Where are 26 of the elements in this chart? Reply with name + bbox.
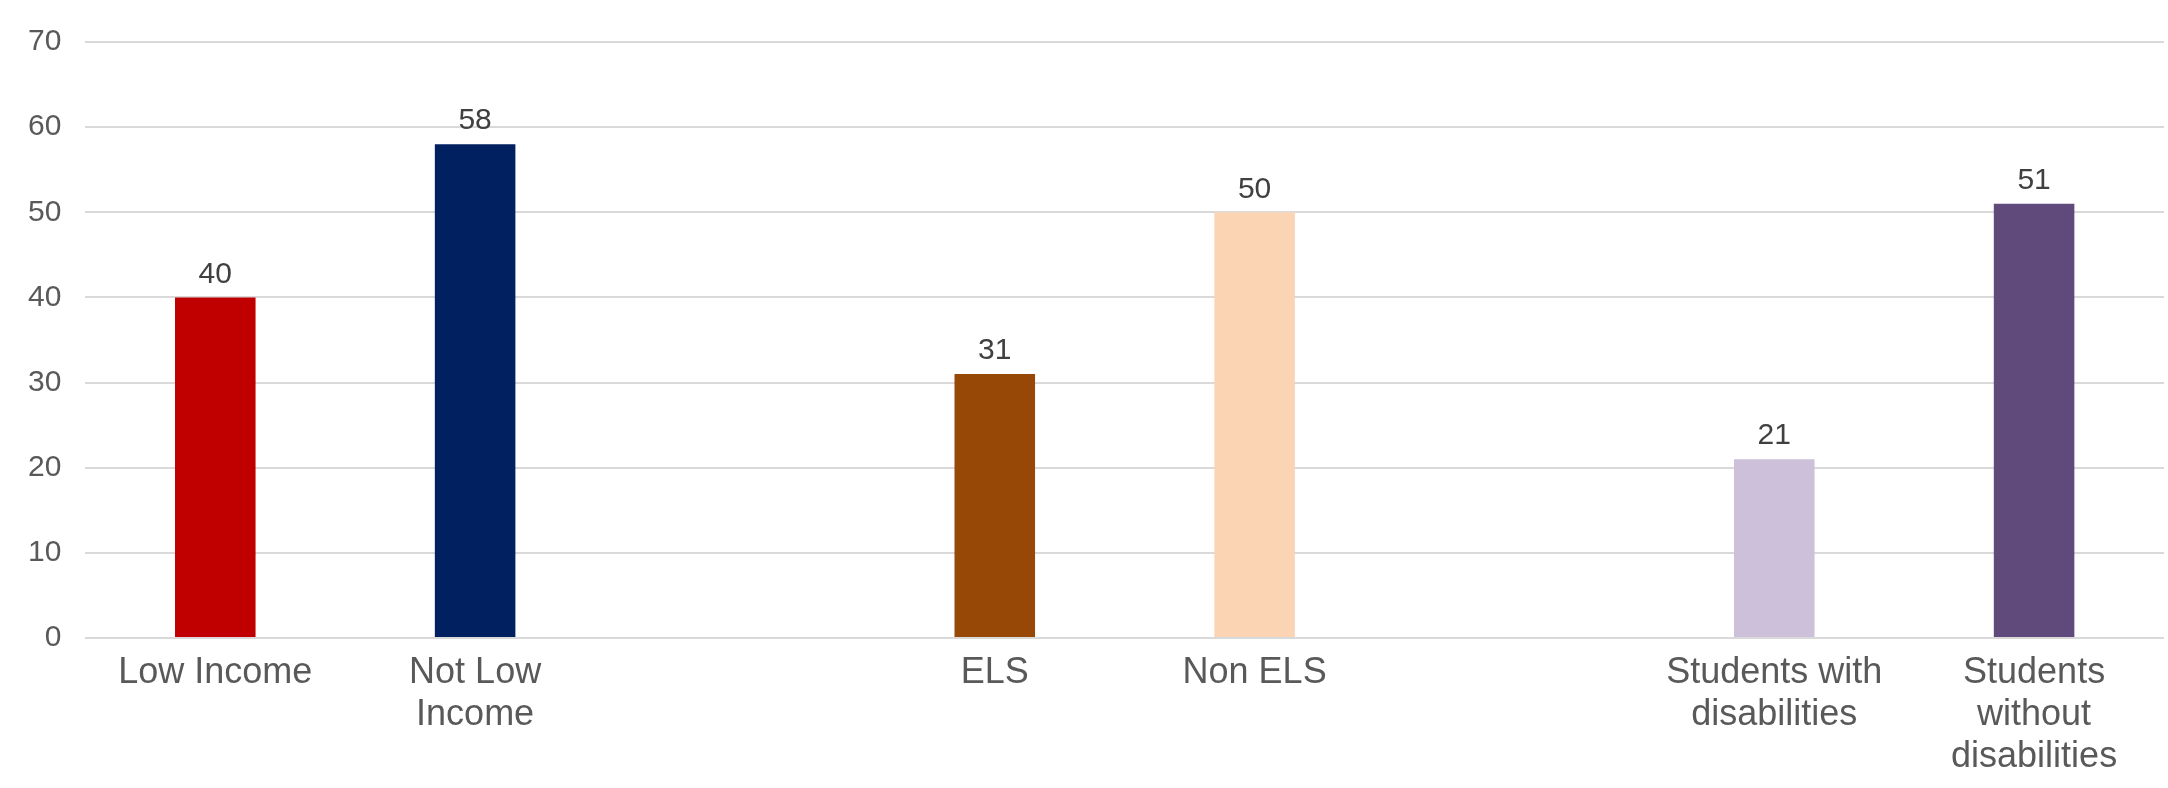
y-tick-label: 70 <box>27 23 62 57</box>
bar <box>1733 459 1815 637</box>
bar <box>1993 203 2075 637</box>
y-tick-label: 50 <box>27 193 62 227</box>
x-tick-label: Not Low Income <box>409 649 543 734</box>
x-tick-label: Students with disabilities <box>1666 649 1883 734</box>
x-tick-label: Students without disabilities <box>1951 649 2118 776</box>
y-tick-label: 20 <box>27 448 62 482</box>
data-label: 21 <box>1757 417 1791 451</box>
data-label: 51 <box>2017 162 2051 196</box>
data-label: 58 <box>458 102 492 136</box>
x-tick-label: ELS <box>960 649 1029 691</box>
bar <box>434 144 516 637</box>
x-tick-label: Non ELS <box>1182 649 1327 691</box>
y-tick-label: 30 <box>27 363 62 397</box>
data-label: 50 <box>1237 170 1272 204</box>
bar <box>175 297 256 637</box>
y-tick-label: 10 <box>27 534 62 568</box>
y-tick-label: 60 <box>27 108 62 142</box>
x-tick-label: Low Income <box>118 649 313 691</box>
data-label: 40 <box>198 255 232 289</box>
bar <box>954 374 1036 637</box>
y-tick-label: 0 <box>44 619 62 653</box>
data-label: 31 <box>978 332 1012 366</box>
y-tick-label: 40 <box>27 278 62 312</box>
bar <box>1214 212 1295 637</box>
